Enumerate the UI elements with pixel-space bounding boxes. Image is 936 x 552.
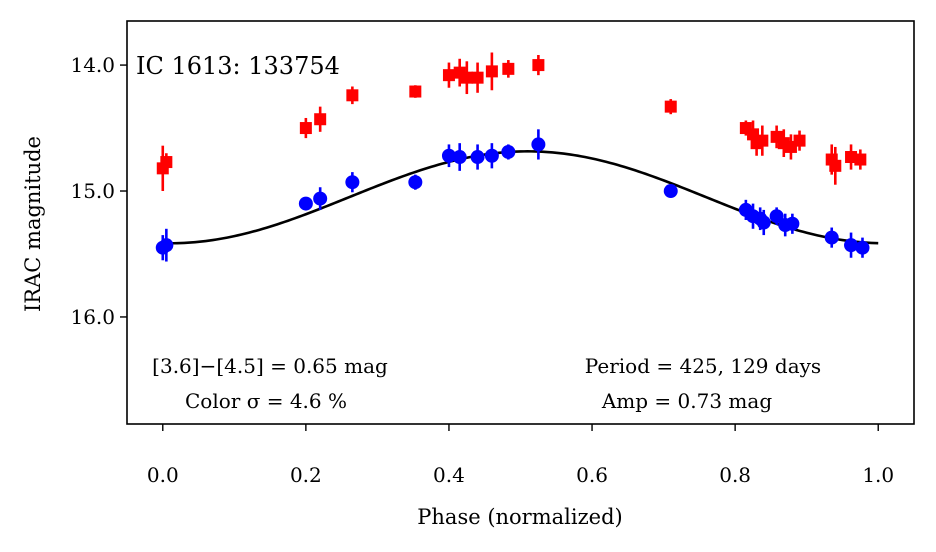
circle-marker [470,150,485,165]
square-marker [664,100,677,113]
data-point-red [485,52,498,91]
data-point-blue [298,196,313,211]
y-tick-label: 16.0 [70,305,115,329]
color-sigma-annotation: Color σ = 4.6 % [185,389,347,413]
x-tick-label: 0.8 [719,463,751,487]
data-point-blue [769,207,784,226]
y-axis-ticks: 14.0 15.0 16.0 [70,53,127,329]
circle-marker [785,216,800,231]
circle-marker [452,150,467,165]
data-point-red [314,106,327,132]
period-annotation: Period = 425, 129 days [585,354,821,378]
data-point-blue [855,237,870,258]
plot-frame [126,20,915,425]
square-marker [409,85,422,98]
x-tick-label: 0.0 [147,463,179,487]
data-point-blue [470,144,485,170]
data-point-red [854,149,867,170]
x-tick-label: 1.0 [862,463,894,487]
plot-layer [155,52,879,262]
circle-marker [663,184,678,199]
data-point-blue [844,232,859,258]
y-tick-label: 15.0 [70,179,115,203]
data-point-blue [785,213,800,234]
square-marker [346,89,359,102]
color-index-annotation: [3.6]−[4.5] = 0.65 mag [152,354,388,378]
circle-marker [756,215,771,230]
circle-marker [408,175,423,190]
chart-title: IC 1613: 133754 [136,52,340,80]
x-tick-label: 0.2 [290,463,322,487]
data-point-blue [501,144,516,160]
circle-marker [484,148,499,163]
data-point-red [664,99,677,115]
data-point-red [845,144,858,170]
circle-marker [855,240,870,255]
data-point-blue [345,172,360,193]
x-axis-ticks: 0.0 0.2 0.4 0.6 0.8 1.0 [147,424,894,487]
data-point-blue [484,143,499,169]
circle-marker [844,238,859,253]
square-marker [793,134,806,147]
data-point-red [460,61,473,95]
data-point-blue [452,143,467,171]
data-point-red [502,60,515,78]
data-point-blue [756,209,771,236]
circle-marker [501,144,516,159]
data-point-red [346,86,359,105]
square-marker [854,153,867,166]
circle-marker [313,191,328,206]
square-marker [160,156,173,169]
square-marker [442,69,455,82]
data-point-red [829,146,842,185]
data-point-blue [313,187,328,210]
data-point-blue [408,174,423,190]
amplitude-annotation: Amp = 0.73 mag [601,389,772,413]
x-tick-label: 0.6 [576,463,608,487]
data-point-blue [663,184,678,199]
y-tick-label: 14.0 [70,53,115,77]
x-tick-label: 0.4 [433,463,465,487]
data-point-blue [824,227,839,248]
square-marker [471,71,484,84]
y-axis-label: IRAC magnitude [21,136,45,312]
x-axis-label: Phase (normalized) [417,505,622,529]
data-points [155,52,870,262]
data-point-red [299,117,312,139]
square-marker [485,65,498,78]
data-point-red [532,55,545,76]
data-point-red [793,130,806,151]
data-point-red [160,153,173,171]
data-point-blue [159,228,174,262]
square-marker [502,62,515,75]
circle-marker [769,209,784,224]
circle-marker [298,196,313,211]
square-marker [756,134,769,147]
circle-marker [159,238,174,253]
data-point-red [471,62,484,93]
circle-marker [441,148,456,163]
square-marker [314,113,327,126]
square-marker [829,159,842,172]
circle-marker [345,175,360,190]
data-point-red [442,62,455,88]
square-marker [845,151,858,164]
square-marker [460,71,473,84]
square-marker [532,59,545,72]
data-point-blue [441,144,456,168]
data-point-blue [531,129,546,160]
circle-marker [824,230,839,245]
square-marker [299,122,312,135]
circle-marker [531,137,546,152]
data-point-red [756,125,769,156]
data-point-red [409,85,422,98]
